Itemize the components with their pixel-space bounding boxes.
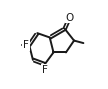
Text: O: O [66, 13, 74, 23]
Text: F: F [42, 65, 48, 75]
Text: F: F [23, 40, 29, 50]
